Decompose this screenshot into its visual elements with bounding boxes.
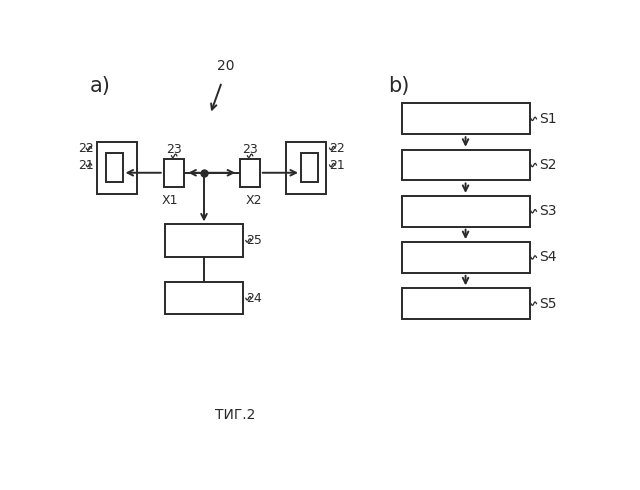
Text: 21: 21 <box>330 159 346 171</box>
Text: a): a) <box>90 76 110 96</box>
Bar <box>402 242 529 273</box>
Bar <box>97 142 138 195</box>
Text: X2: X2 <box>245 195 262 207</box>
Bar <box>402 288 529 319</box>
Bar <box>402 196 529 227</box>
Text: S4: S4 <box>539 250 556 265</box>
Bar <box>106 153 123 182</box>
Text: X1: X1 <box>162 195 178 207</box>
Text: S2: S2 <box>539 158 556 172</box>
Text: S5: S5 <box>539 296 556 311</box>
Text: S3: S3 <box>539 204 556 218</box>
Bar <box>402 103 529 134</box>
Text: ΤИГ.2: ΤИГ.2 <box>215 408 255 421</box>
Text: 20: 20 <box>217 59 234 73</box>
Text: 22: 22 <box>330 142 346 155</box>
Bar <box>164 159 184 187</box>
Text: 21: 21 <box>78 159 94 171</box>
Bar <box>165 224 243 257</box>
Bar <box>286 142 326 195</box>
Text: 22: 22 <box>78 142 94 155</box>
Text: 23: 23 <box>166 143 182 156</box>
Bar <box>165 282 243 315</box>
Bar <box>301 153 318 182</box>
Text: 23: 23 <box>242 143 258 156</box>
Bar <box>239 159 260 187</box>
Text: 25: 25 <box>246 234 262 247</box>
Bar <box>402 149 529 180</box>
Text: b): b) <box>388 76 410 96</box>
Text: S1: S1 <box>539 112 556 126</box>
Text: 24: 24 <box>246 292 262 305</box>
